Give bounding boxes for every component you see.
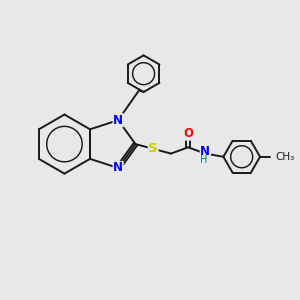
Text: O: O	[183, 127, 193, 140]
Text: H: H	[200, 155, 208, 165]
Text: N: N	[113, 114, 123, 127]
Text: CH₃: CH₃	[275, 152, 295, 162]
Text: N: N	[200, 145, 210, 158]
Text: S: S	[148, 142, 158, 155]
Text: N: N	[113, 161, 123, 175]
